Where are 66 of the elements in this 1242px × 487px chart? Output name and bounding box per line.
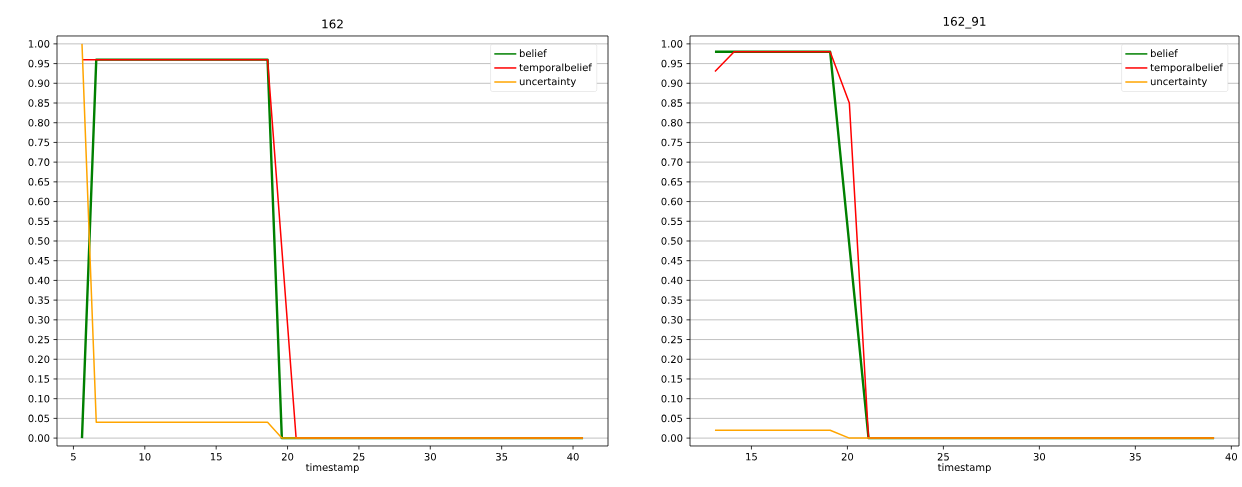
x-tick-label: 30 bbox=[424, 452, 436, 461]
y-tick-label: 0.50 bbox=[661, 237, 683, 245]
y-tick-label: 0.90 bbox=[28, 79, 50, 88]
x-tick-label: 15 bbox=[746, 453, 757, 461]
y-tick-label: 0.85 bbox=[661, 99, 683, 107]
y-tick-label: 0.50 bbox=[28, 237, 50, 245]
x-axis-title: timestamp bbox=[305, 463, 359, 474]
x-axis-title: timestamp bbox=[937, 463, 991, 474]
y-tick-label: 0.05 bbox=[661, 414, 683, 423]
x-tick-label: 20 bbox=[281, 452, 294, 461]
y-tick-label: 0.20 bbox=[661, 355, 683, 364]
y-tick-label: 0.10 bbox=[28, 394, 50, 403]
y-tick-label: 0.70 bbox=[28, 158, 50, 166]
y-tick-label: 0.00 bbox=[28, 434, 50, 442]
x-tick-label: 35 bbox=[1129, 452, 1141, 461]
y-tick-label: 0.30 bbox=[28, 316, 50, 324]
x-tick-label: 40 bbox=[1225, 452, 1238, 461]
legend-label: uncertainty bbox=[1150, 77, 1208, 88]
y-tick-label: 0.25 bbox=[28, 335, 50, 344]
x-tick-label: 40 bbox=[567, 452, 579, 461]
x-tick-label: 30 bbox=[1033, 452, 1046, 461]
y-tick-label: 0.55 bbox=[28, 217, 50, 226]
y-tick-label: 0.85 bbox=[28, 99, 50, 107]
y-tick-label: 0.45 bbox=[28, 256, 50, 265]
x-tick-label: 5 bbox=[71, 453, 76, 461]
y-tick-label: 0.65 bbox=[28, 178, 50, 186]
y-tick-label: 0.00 bbox=[661, 434, 683, 442]
chart-title: 162 bbox=[322, 19, 343, 29]
y-tick-label: 1.00 bbox=[661, 40, 683, 48]
y-tick-label: 0.60 bbox=[661, 197, 683, 206]
x-tick-label: 25 bbox=[353, 452, 365, 461]
legend-label: belief bbox=[519, 49, 547, 58]
legend-label: temporalbelief bbox=[519, 63, 592, 74]
y-tick-label: 0.60 bbox=[28, 197, 50, 206]
y-tick-label: 0.75 bbox=[28, 138, 50, 147]
y-tick-label: 0.05 bbox=[28, 414, 50, 423]
x-tick-label: 20 bbox=[841, 452, 854, 461]
y-tick-label: 0.95 bbox=[28, 59, 50, 68]
x-tick-label: 10 bbox=[139, 452, 151, 461]
y-tick-label: 0.15 bbox=[661, 375, 683, 383]
x-tick-label: 35 bbox=[496, 452, 508, 461]
y-tick-label: 0.75 bbox=[661, 138, 683, 147]
y-tick-label: 0.55 bbox=[661, 217, 683, 226]
y-tick-label: 0.40 bbox=[28, 276, 50, 285]
y-tick-label: 0.95 bbox=[661, 59, 683, 68]
y-tick-label: 0.30 bbox=[661, 316, 683, 324]
y-tick-label: 0.65 bbox=[661, 178, 683, 186]
y-tick-label: 1.00 bbox=[28, 40, 50, 48]
chart-title: 162_91 bbox=[943, 16, 986, 29]
y-tick-label: 0.10 bbox=[661, 394, 683, 403]
y-tick-label: 0.40 bbox=[661, 276, 683, 285]
x-tick-label: 25 bbox=[937, 452, 949, 461]
x-tick-label: 15 bbox=[210, 453, 222, 461]
y-tick-label: 0.70 bbox=[661, 158, 683, 166]
y-tick-label: 0.35 bbox=[661, 296, 683, 304]
y-tick-label: 0.20 bbox=[28, 355, 50, 364]
y-tick-label: 0.35 bbox=[28, 296, 50, 304]
legend-label: uncertainty bbox=[519, 77, 576, 88]
y-tick-label: 0.25 bbox=[661, 335, 683, 344]
legend-label: belief bbox=[1150, 49, 1178, 58]
y-tick-label: 0.80 bbox=[661, 118, 683, 127]
y-tick-label: 0.90 bbox=[661, 79, 683, 88]
y-tick-label: 0.80 bbox=[28, 118, 50, 127]
legend-label: temporalbelief bbox=[1150, 63, 1224, 74]
y-tick-label: 0.45 bbox=[661, 256, 683, 265]
y-tick-label: 0.15 bbox=[28, 375, 50, 383]
